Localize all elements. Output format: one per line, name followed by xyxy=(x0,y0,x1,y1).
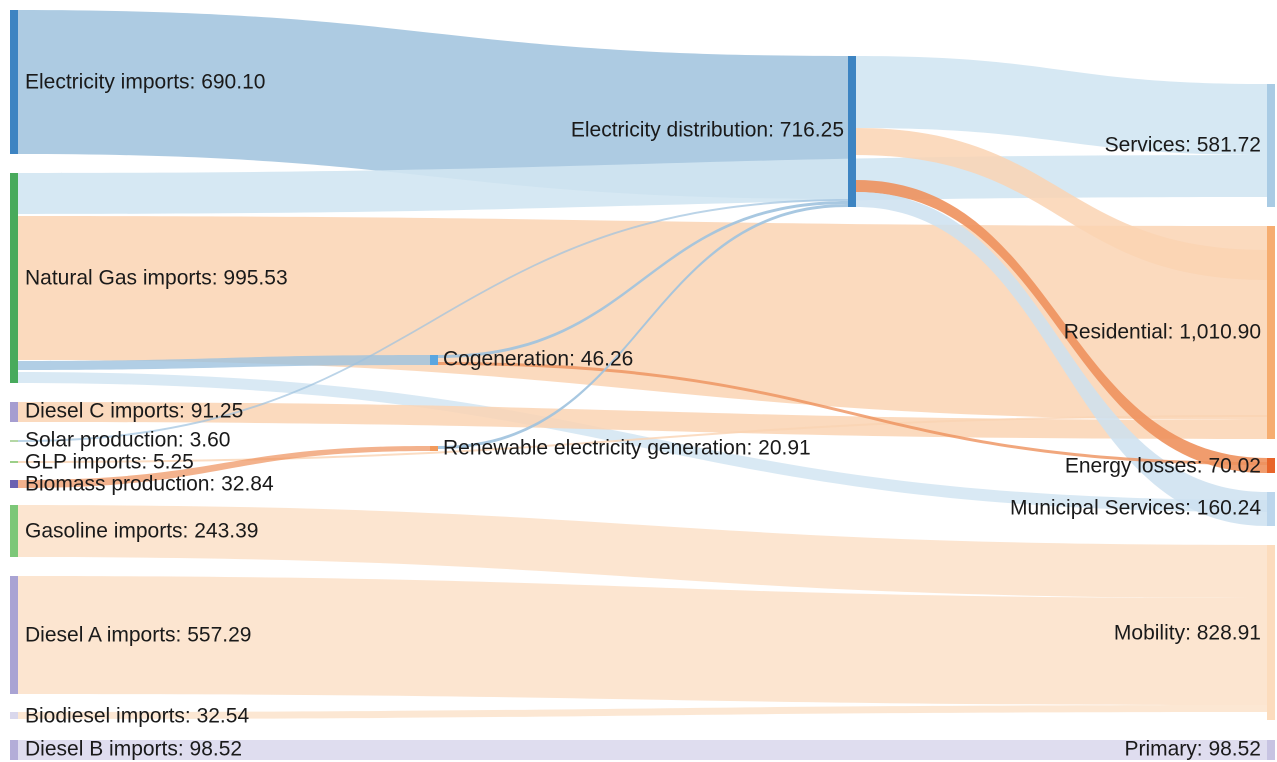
link-distribution-to-losses xyxy=(856,180,1267,473)
link-distribution-to-services xyxy=(856,56,1267,155)
node-label-solar-production: Solar production: 3.60 xyxy=(25,429,230,452)
node-label-mobility: Mobility: 828.91 xyxy=(1114,622,1261,645)
node-label-primary: Primary: 98.52 xyxy=(1124,738,1261,761)
node-label-diesel-c-imports: Diesel C imports: 91.25 xyxy=(25,400,243,423)
node-bar-solar xyxy=(10,440,18,442)
node-label-diesel-b-imports: Diesel B imports: 98.52 xyxy=(25,738,242,761)
link-gas-to-services xyxy=(18,155,1267,214)
node-label-glp-imports: GLP imports: 5.25 xyxy=(25,451,194,474)
link-glp-to-residential xyxy=(18,415,1267,463)
node-bar-biodiesel xyxy=(10,712,18,719)
link-distribution-to-residential xyxy=(856,128,1267,280)
node-label-electricity-distribution: Electricity distribution: 716.25 xyxy=(571,119,844,142)
link-biodiesel-to-mobility xyxy=(18,705,1267,719)
node-bar-glp xyxy=(10,461,18,463)
node-bar-dieselc-imports xyxy=(10,402,18,422)
node-label-electricity-imports: Electricity imports: 690.10 xyxy=(25,71,265,94)
link-cogeneration-to-distribution xyxy=(438,201,848,358)
link-cogeneration-to-losses xyxy=(438,362,1267,465)
node-bar-gas-imports xyxy=(10,173,18,383)
node-label-diesel-a-imports: Diesel A imports: 557.29 xyxy=(25,624,251,647)
node-bar-losses xyxy=(1267,458,1275,473)
link-biomass-to-renewable xyxy=(18,446,430,488)
node-bar-residential xyxy=(1267,226,1275,439)
node-bar-services xyxy=(1267,84,1275,207)
sankey-links xyxy=(18,10,1267,760)
node-bar-municipal xyxy=(1267,492,1275,526)
sankey-nodes xyxy=(10,10,1275,760)
node-label-cogeneration: Cogeneration: 46.26 xyxy=(443,348,633,371)
node-label-biomass-production: Biomass production: 32.84 xyxy=(25,473,274,496)
link-gasoline-to-mobility xyxy=(18,505,1267,598)
node-label-services: Services: 581.72 xyxy=(1105,134,1261,157)
node-bar-renew xyxy=(430,446,438,451)
node-bar-elec-dist xyxy=(848,56,856,207)
link-dieselb-to-primary xyxy=(18,740,1267,760)
node-label-residential: Residential: 1,010.90 xyxy=(1064,321,1261,344)
link-solar-to-distribution xyxy=(18,199,848,442)
node-bar-mobility xyxy=(1267,545,1275,720)
link-renewable-to-distribution xyxy=(438,204,848,449)
node-bar-primary xyxy=(1267,740,1275,760)
node-bar-cogen xyxy=(430,355,438,365)
node-label-natural-gas-imports: Natural Gas imports: 995.53 xyxy=(25,267,288,290)
link-gas-to-cogeneration xyxy=(18,355,430,370)
node-bar-gasoline xyxy=(10,505,18,557)
node-bar-biomass xyxy=(10,480,18,488)
node-bar-elec-imports xyxy=(10,10,18,154)
node-label-energy-losses: Energy losses: 70.02 xyxy=(1065,455,1261,478)
link-elec-imports-to-distribution xyxy=(18,10,848,199)
node-bar-dieselb xyxy=(10,740,18,760)
link-gas-to-residential xyxy=(18,216,1267,420)
sankey-labels: Electricity imports: 690.10 Natural Gas … xyxy=(25,71,1261,761)
link-gas-to-municipal xyxy=(18,372,1267,512)
node-label-gasoline-imports: Gasoline imports: 243.39 xyxy=(25,520,258,543)
link-dieselc-to-residential xyxy=(18,402,1267,439)
link-diesela-to-mobility xyxy=(18,576,1267,705)
node-label-municipal-services: Municipal Services: 160.24 xyxy=(1010,497,1261,520)
link-distribution-to-municipal xyxy=(856,192,1267,526)
node-bar-diesela xyxy=(10,576,18,694)
node-label-biodiesel-imports: Biodiesel imports: 32.54 xyxy=(25,705,249,728)
node-label-renewable-electricity-generation: Renewable electricity generation: 20.91 xyxy=(443,437,811,460)
